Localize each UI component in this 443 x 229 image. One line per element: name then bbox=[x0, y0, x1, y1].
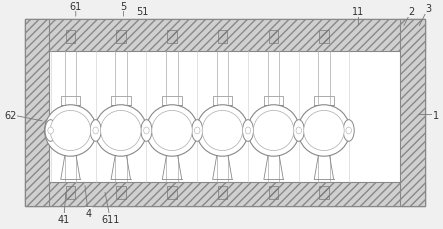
Bar bbox=[25, 20, 49, 206]
Bar bbox=[116, 31, 126, 44]
Ellipse shape bbox=[293, 120, 304, 142]
Ellipse shape bbox=[245, 128, 251, 134]
Ellipse shape bbox=[141, 120, 152, 142]
Bar bbox=[319, 186, 329, 199]
Ellipse shape bbox=[90, 120, 101, 142]
Text: 61: 61 bbox=[70, 2, 82, 12]
Ellipse shape bbox=[50, 111, 91, 151]
Ellipse shape bbox=[152, 111, 192, 151]
Bar bbox=[111, 96, 131, 105]
Ellipse shape bbox=[45, 120, 56, 142]
Bar bbox=[25, 182, 425, 206]
Bar bbox=[167, 31, 177, 44]
Ellipse shape bbox=[48, 128, 53, 134]
Ellipse shape bbox=[95, 105, 147, 156]
Ellipse shape bbox=[248, 105, 299, 156]
Ellipse shape bbox=[146, 105, 198, 156]
Bar bbox=[400, 20, 425, 206]
Ellipse shape bbox=[242, 120, 253, 142]
Text: 41: 41 bbox=[58, 214, 70, 224]
Ellipse shape bbox=[144, 128, 149, 134]
Bar bbox=[264, 96, 284, 105]
Text: 611: 611 bbox=[101, 214, 120, 224]
Bar bbox=[25, 20, 425, 52]
Bar bbox=[218, 31, 227, 44]
Ellipse shape bbox=[304, 111, 344, 151]
Bar bbox=[61, 96, 80, 105]
Bar bbox=[319, 31, 329, 44]
Ellipse shape bbox=[101, 111, 141, 151]
Text: 51: 51 bbox=[136, 7, 148, 17]
Ellipse shape bbox=[202, 111, 243, 151]
Bar bbox=[218, 186, 227, 199]
Text: 4: 4 bbox=[85, 208, 91, 218]
Ellipse shape bbox=[296, 128, 302, 134]
Bar bbox=[66, 31, 75, 44]
Ellipse shape bbox=[343, 120, 354, 142]
Bar bbox=[314, 96, 334, 105]
Bar bbox=[116, 186, 126, 199]
Ellipse shape bbox=[194, 128, 200, 134]
Bar bbox=[25, 20, 425, 206]
Ellipse shape bbox=[192, 120, 203, 142]
Ellipse shape bbox=[298, 105, 350, 156]
Bar bbox=[269, 186, 279, 199]
Ellipse shape bbox=[45, 105, 97, 156]
Text: 62: 62 bbox=[4, 110, 16, 120]
Text: 1: 1 bbox=[433, 110, 439, 120]
Text: 3: 3 bbox=[425, 4, 431, 14]
Bar bbox=[167, 186, 177, 199]
Text: 2: 2 bbox=[408, 7, 415, 17]
Ellipse shape bbox=[93, 128, 98, 134]
Ellipse shape bbox=[346, 128, 351, 134]
Bar bbox=[162, 96, 182, 105]
Text: 5: 5 bbox=[120, 2, 127, 12]
Bar bbox=[213, 96, 232, 105]
Ellipse shape bbox=[253, 111, 294, 151]
Ellipse shape bbox=[196, 105, 249, 156]
Text: 11: 11 bbox=[352, 7, 365, 17]
Bar bbox=[269, 31, 279, 44]
Bar bbox=[66, 186, 75, 199]
